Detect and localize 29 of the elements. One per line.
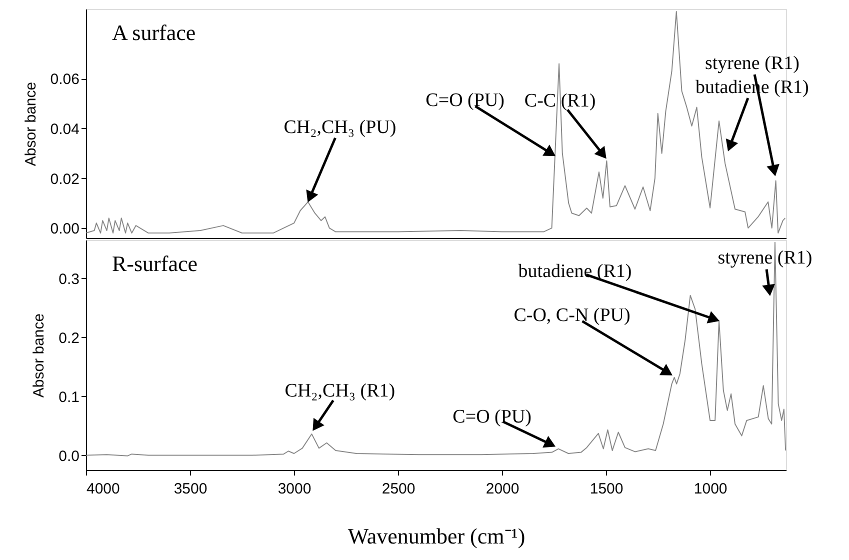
x-tick-label: 4000 xyxy=(86,480,120,498)
y-tick-label: 0.3 xyxy=(58,270,80,288)
y-tick-label: 0.02 xyxy=(50,170,80,188)
y-tick-label: 0.0 xyxy=(58,448,80,465)
x-tick-label: 2000 xyxy=(486,480,520,498)
annotation: R-surface xyxy=(112,251,198,276)
y-tick-label: 0.2 xyxy=(58,330,80,347)
annotation: C-O, C-N (PU) xyxy=(514,305,630,326)
x-tick-label: 3000 xyxy=(278,480,312,498)
annotation: A surface xyxy=(112,20,196,45)
annotation: CH₂,CH₃ (PU) xyxy=(284,116,396,138)
annotation: styrene (R1) xyxy=(718,247,812,268)
y-tick-label: 0.1 xyxy=(58,388,80,406)
y-tick-label: 0.06 xyxy=(50,71,80,88)
y-tick-label: 0.04 xyxy=(50,120,80,138)
annotation: CH₂,CH₃ (R1) xyxy=(284,380,396,402)
annotation: C=O (PU) xyxy=(452,406,532,428)
x-tick-label: 2500 xyxy=(382,480,416,498)
annotation: C=O (PU) xyxy=(426,90,504,111)
x-tick-label: 3500 xyxy=(174,480,208,498)
x-axis-title: Wavenumber (cm⁻¹) xyxy=(348,524,526,548)
y-axis-title: Absor bance xyxy=(22,82,40,166)
y-tick-label: 0.00 xyxy=(50,220,80,238)
x-tick-label: 1500 xyxy=(590,480,624,498)
annotation: styrene (R1) xyxy=(704,52,800,74)
annotation: C-C (R1) xyxy=(524,90,596,112)
annotation: butadiene (R1) xyxy=(518,260,632,282)
y-axis-title: Absor bance xyxy=(30,313,48,398)
x-tick-label: 1000 xyxy=(694,480,728,498)
